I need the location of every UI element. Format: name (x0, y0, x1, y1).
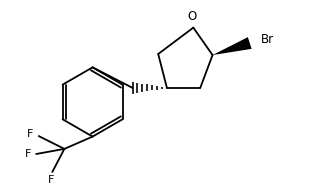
Polygon shape (212, 37, 252, 55)
Text: F: F (27, 129, 34, 139)
Text: Br: Br (261, 33, 274, 46)
Text: F: F (48, 175, 54, 185)
Text: O: O (188, 10, 197, 23)
Text: F: F (25, 149, 31, 159)
